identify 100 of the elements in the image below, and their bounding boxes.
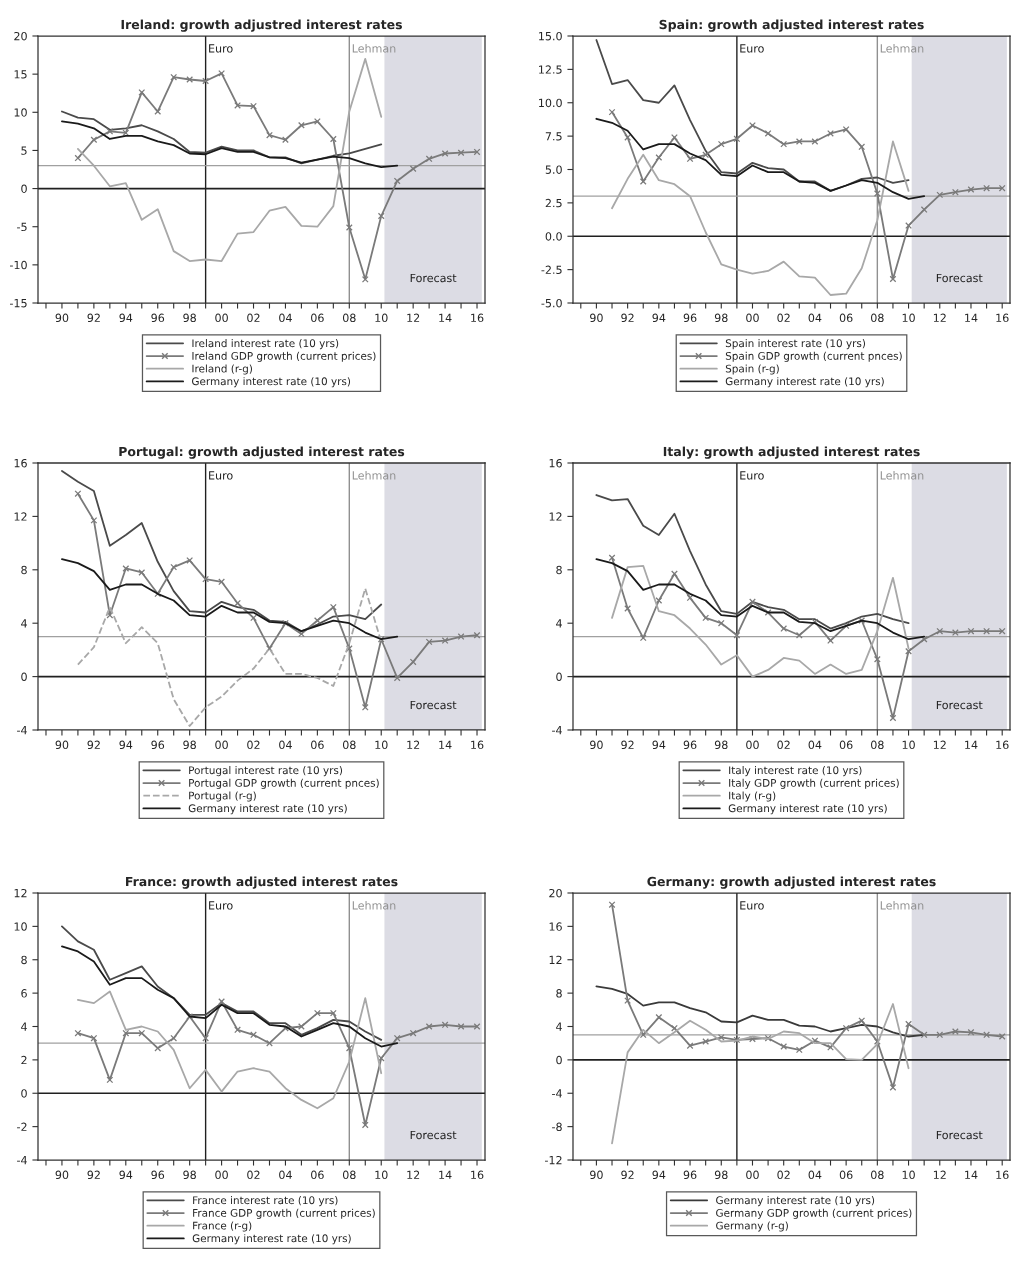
legend-label: Portugal interest rate (10 yrs) [189,766,343,777]
x-tick-label: 16 [471,313,484,323]
legend-label: Ireland GDP growth (current prices) [192,351,376,362]
band-label: Forecast [936,273,983,283]
x-tick-label: 12 [933,740,946,749]
y-tick-label: 12 [549,955,562,964]
x-tick-label: 12 [407,740,420,749]
point [313,1009,321,1017]
x-tick-label: 06 [311,1170,324,1180]
y-tick-label: 16 [14,458,27,468]
legend-label: Germany interest rate (10 yrs) [192,377,351,388]
y-tick-label: 2.5 [545,198,562,208]
point [266,1039,273,1047]
x-tick-label: 06 [839,313,853,323]
x-tick-label: 96 [151,740,165,750]
point [905,1020,912,1028]
point [686,594,694,602]
x-tick-label: 98 [714,1170,728,1180]
x-tick-label: 92 [621,1170,634,1180]
x-tick-label: 92 [621,313,634,323]
point [345,224,353,231]
point [951,1028,959,1035]
x-tick-label: 00 [746,740,759,750]
x-tick-label: 14 [965,313,978,322]
y-tick-label: -2 [17,1122,27,1131]
band-label: Forecast [410,273,457,283]
point [138,89,146,96]
legend-label: Germany interest rate (10 yrs) [716,1196,875,1207]
ref-line-label: Euro [209,44,233,53]
legend-label: Spain GDP growth (current pnces) [725,351,902,362]
x-tick-label: 02 [777,313,790,323]
point [671,1024,678,1032]
y-tick-label: 0 [21,1089,27,1098]
x-tick-label: 08 [342,313,356,323]
chart-title: Germany: growth adjusted interest rates [647,876,936,889]
legend-label: Ireland interest rate (10 yrs) [192,339,339,350]
point [671,570,678,578]
point [170,1034,178,1042]
point [780,625,788,632]
point [329,135,337,143]
point [827,1043,834,1051]
legend-label: Ireland (r-g) [192,364,252,375]
y-tick-label: -4 [17,726,27,735]
x-tick-label: 16 [996,1170,1009,1180]
y-tick-label: 0 [556,1055,562,1065]
point [702,1038,710,1045]
ref-line-label: Lehman [352,901,396,910]
point [951,188,959,196]
legend-label: Italy GDP growth (current prices) [729,778,899,789]
chart-title: Spain: growth adjusted interest rates [659,19,924,32]
point [202,1034,210,1042]
y-tick-label: 12.5 [539,65,562,74]
point [202,77,210,85]
legend-label: Spain (r-g) [725,364,779,375]
y-tick-label: 0 [21,184,27,193]
y-tick-label: -8 [552,1122,562,1131]
line-series [595,494,910,630]
point [686,155,694,163]
y-tick-label: 15 [14,70,27,79]
point [905,647,912,655]
x-tick-label: 10 [902,740,915,750]
x-tick-label: 08 [871,1170,884,1180]
point [234,599,241,607]
x-tick-label: 14 [439,313,452,322]
y-tick-label: 0.0 [545,232,562,241]
x-tick-label: 06 [839,1170,853,1180]
legend-label: Portugal GDP growth (current pnces) [189,778,379,789]
x-tick-label: 02 [777,740,790,750]
x-tick-label: 98 [183,740,196,750]
point [889,1084,897,1091]
x-tick-label: 02 [247,1170,260,1180]
x-tick-label: 12 [407,313,420,322]
y-tick-label: -4 [552,726,562,735]
point [74,490,82,498]
y-tick-label: 12 [14,512,27,521]
point [282,136,289,144]
x-tick-label: 12 [933,313,946,322]
point [298,121,305,129]
point [170,73,178,81]
point [702,151,710,159]
point [234,1026,241,1034]
point [170,563,178,571]
x-tick-label: 92 [87,1170,100,1180]
point [795,138,803,145]
point [873,190,881,197]
point [473,1023,481,1030]
x-tick-label: 04 [808,1170,822,1180]
legend-label: Germany interest rate (10 yrs) [188,804,347,815]
x-tick-label: 90 [590,740,603,750]
x-tick-label: 16 [471,740,484,750]
y-tick-label: 4 [556,619,562,628]
band-label: Forecast [936,1130,983,1140]
point [90,517,98,524]
x-tick-label: 96 [151,1170,165,1180]
point [106,127,114,135]
x-tick-label: 94 [652,313,666,323]
x-tick-label: 10 [902,313,915,323]
x-tick-label: 92 [87,740,100,750]
x-tick-label: 96 [683,1170,697,1180]
x-tick-label: 00 [746,1170,759,1180]
